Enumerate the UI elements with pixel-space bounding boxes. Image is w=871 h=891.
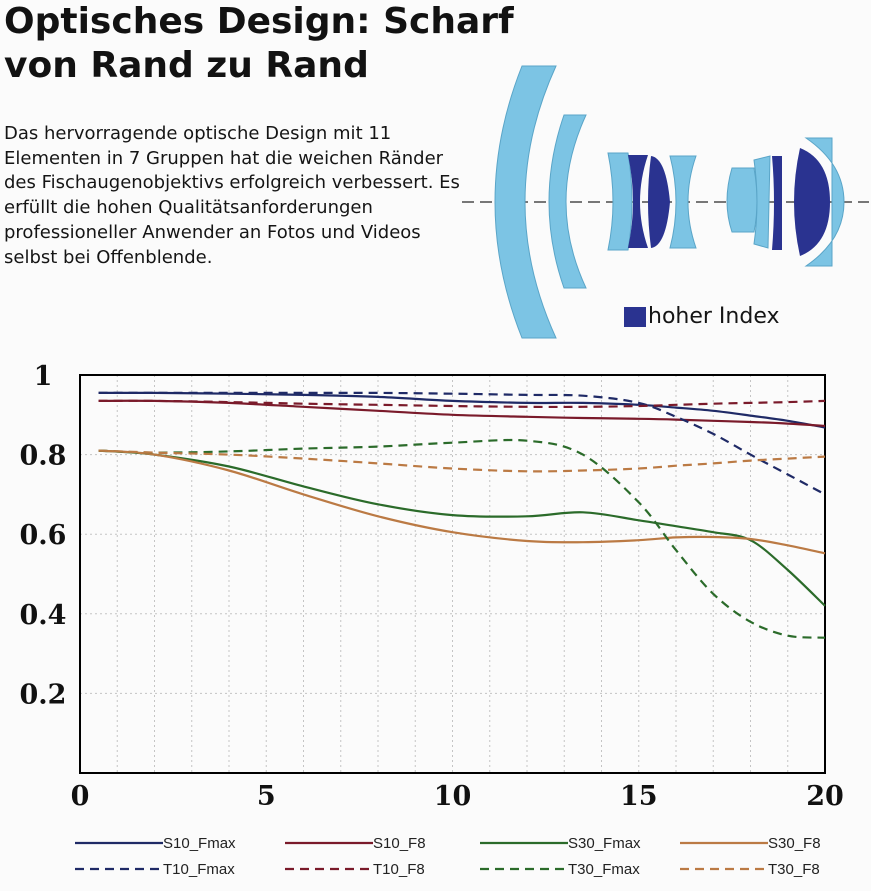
mtf-chart: 0 5 10 15 20 0.2 0.4 0.6 0.8 1 S10_Fmax S10_F8 S30_… xyxy=(20,361,844,878)
series-line-t30-f8 xyxy=(98,449,826,473)
lens-element-8 xyxy=(753,155,771,249)
lens-element-9 xyxy=(772,156,782,250)
series-line-t30-fmax xyxy=(98,438,826,639)
series-line-s10-fmax xyxy=(98,391,826,429)
lens-element-3 xyxy=(607,152,633,251)
legend-label: S30_F8 xyxy=(768,835,821,852)
series-line-s10-f8 xyxy=(98,399,826,427)
lens-diagram xyxy=(462,65,869,339)
legend-label: T30_F8 xyxy=(768,861,820,878)
x-tick-label: 0 xyxy=(71,781,90,812)
lens-element-10 xyxy=(794,148,830,256)
x-tick-label: 5 xyxy=(257,781,276,812)
lens-element-7 xyxy=(726,167,758,233)
lens-element-5 xyxy=(648,156,670,248)
lens-element-2 xyxy=(548,114,587,289)
high-index-swatch xyxy=(624,306,646,327)
lens-element-6 xyxy=(669,155,697,249)
lens-element-1 xyxy=(494,65,557,339)
x-tick-label: 20 xyxy=(806,781,844,812)
y-tick-label: 0.4 xyxy=(20,600,67,631)
plot-frame xyxy=(79,374,826,774)
y-tick-label: 0.6 xyxy=(20,520,67,551)
legend-label: T10_Fmax xyxy=(163,861,235,878)
series-line-t10-fmax xyxy=(98,391,826,496)
x-tick-label: 15 xyxy=(620,781,658,812)
lens-element-11 xyxy=(804,137,845,267)
page-title: Optisches Design: Scharf von Rand zu Ran… xyxy=(4,0,524,88)
title-line-1: Optisches Design: Scharf xyxy=(4,1,514,42)
legend-label: S10_Fmax xyxy=(163,835,236,852)
legend-label: S10_F8 xyxy=(373,835,426,852)
lens-legend: hoher Index xyxy=(624,304,779,329)
series-line-t10-f8 xyxy=(98,399,826,409)
y-tick-label: 0.8 xyxy=(20,441,67,472)
lens-element-4 xyxy=(628,155,648,248)
legend-label: T10_F8 xyxy=(373,861,425,878)
title-line-2: von Rand zu Rand xyxy=(4,45,369,86)
y-tick-label: 0.2 xyxy=(20,679,67,710)
x-tick-label: 10 xyxy=(434,781,472,812)
high-index-label: hoher Index xyxy=(648,304,780,329)
y-tick-label: 1 xyxy=(34,361,53,392)
series-line-s30-f8 xyxy=(98,449,826,555)
description-text: Das hervorragende optische Design mit 11… xyxy=(4,123,460,268)
series-line-s30-fmax xyxy=(98,449,826,607)
legend-label: T30_Fmax xyxy=(568,861,640,878)
legend-label: S30_Fmax xyxy=(568,835,641,852)
